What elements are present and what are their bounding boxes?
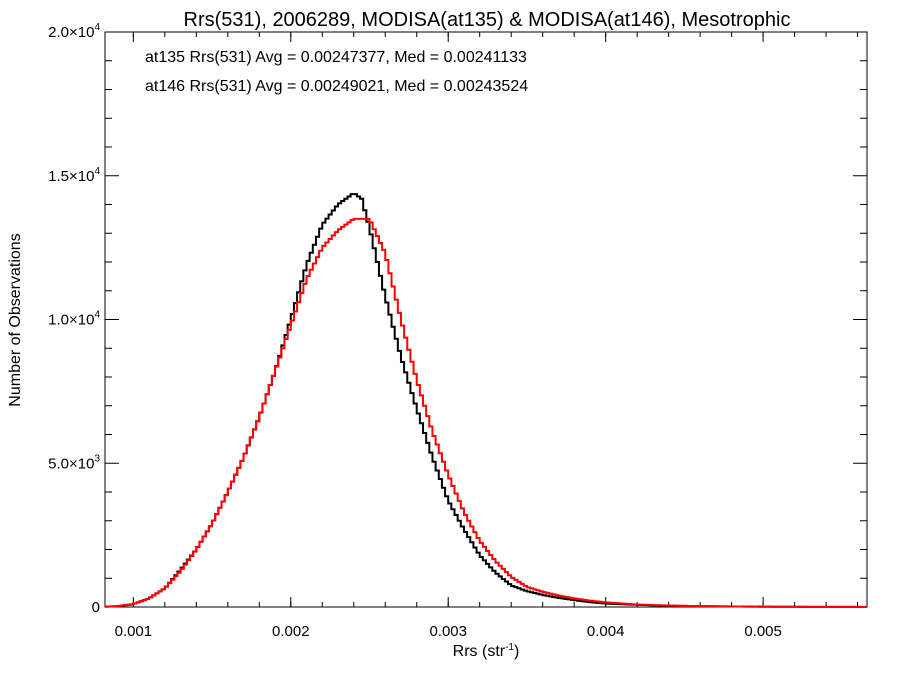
y-axis-label: Number of Observations xyxy=(7,233,24,406)
x-tick-label: 0.002 xyxy=(272,623,310,640)
chart-title: Rrs(531), 2006289, MODISA(at135) & MODIS… xyxy=(184,9,791,31)
y-tick-label: 1.0×104 xyxy=(48,310,100,329)
y-tick-label: 0 xyxy=(92,599,100,616)
y-tick-label: 1.5×104 xyxy=(48,166,100,185)
x-tick-label: 0.001 xyxy=(115,623,153,640)
x-tick-label: 0.005 xyxy=(744,623,782,640)
y-tick-label: 2.0×104 xyxy=(48,22,100,41)
series-at135-line xyxy=(105,193,867,608)
series-at146-line xyxy=(105,217,867,608)
x-axis-label: Rrs (str-1) xyxy=(453,642,520,660)
y-axis: 0 5.0×103 1.0×104 1.5×104 2.0×104 xyxy=(48,22,867,616)
annotation-at135: at135 Rrs(531) Avg = 0.00247377, Med = 0… xyxy=(145,49,527,66)
y-tick-label: 5.0×103 xyxy=(48,453,100,472)
x-tick-label: 0.004 xyxy=(587,623,625,640)
plot-frame xyxy=(104,31,868,608)
annotation-at146: at146 Rrs(531) Avg = 0.00249021, Med = 0… xyxy=(145,78,528,95)
x-tick-label: 0.003 xyxy=(429,623,467,640)
series-layer xyxy=(105,193,867,608)
x-axis: 0.001 0.002 0.003 0.004 0.005 xyxy=(115,32,859,640)
